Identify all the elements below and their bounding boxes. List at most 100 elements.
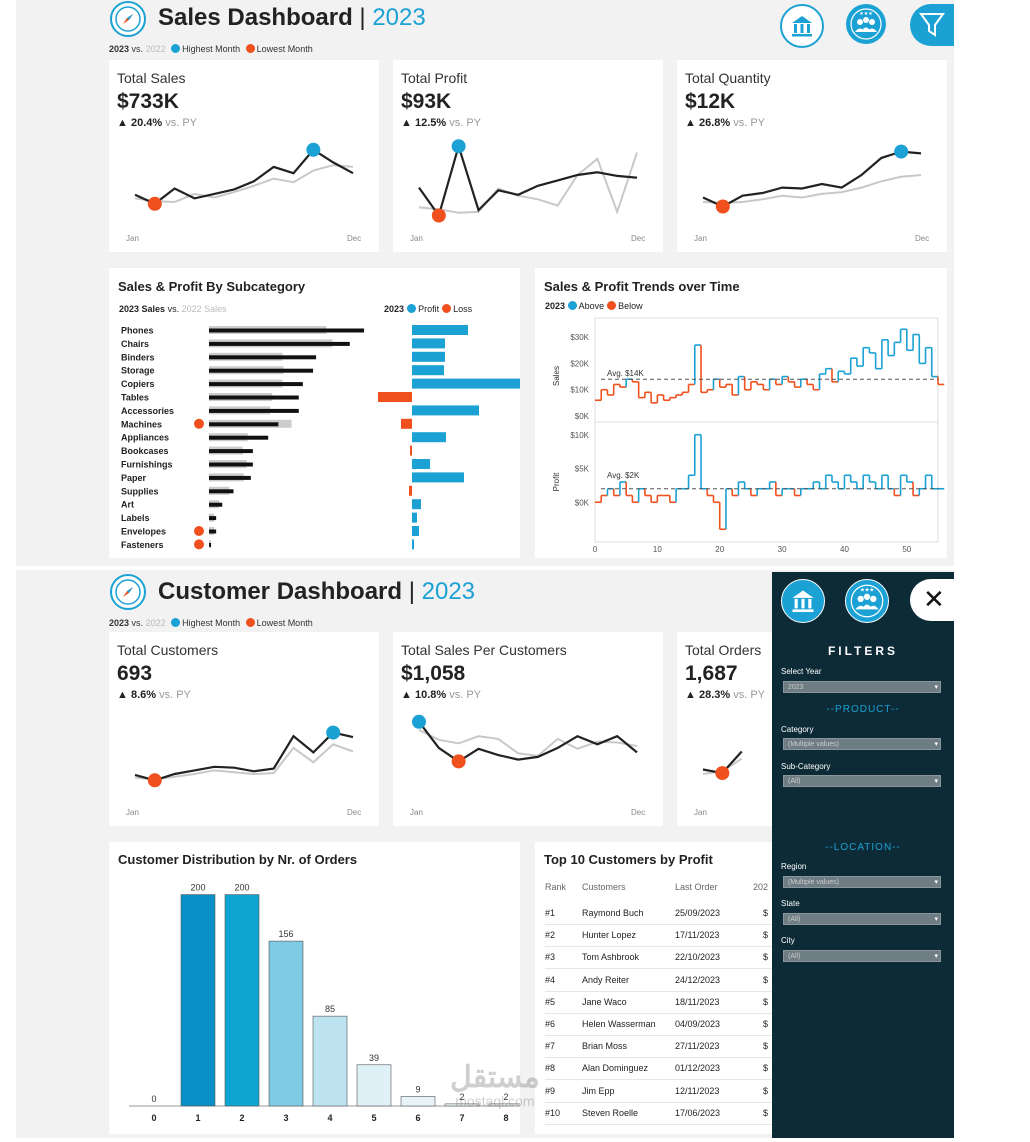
product-section-title: --PRODUCT-- — [826, 704, 900, 715]
axis-label-end: Dec — [915, 234, 930, 243]
customers-dashboard-button[interactable]: ★★★ — [846, 4, 886, 44]
kpi-card-total-customers: Total Customers 693 ▲ 8.6% vs. PY Jan De… — [109, 632, 379, 826]
lowest-month-dot — [245, 44, 255, 53]
axis-label-end: Dec — [631, 234, 646, 243]
subcategory-dropdown[interactable]: (All) ▾ — [783, 775, 941, 787]
close-filter-button[interactable]: ✕ — [910, 579, 954, 621]
bank-icon — [792, 590, 814, 613]
cell-rank: #7 — [545, 1041, 556, 1052]
table-row[interactable]: #1 Raymond Buch 25/09/2023 $ — [545, 902, 773, 925]
category-label: Fasteners — [121, 540, 164, 550]
dashboard-legend: 2023 vs. 2022 Highest Month Lowest Month — [109, 618, 313, 628]
filter-toggle-button[interactable] — [910, 4, 954, 46]
category-label: Labels — [121, 513, 150, 523]
prior-year-line — [418, 152, 638, 215]
data-label: 39 — [369, 1053, 379, 1063]
category-label: Chairs — [121, 339, 149, 349]
y-tick-label: $0K — [575, 412, 590, 421]
category-label: Envelopes — [121, 527, 166, 537]
table-row[interactable]: #2 Hunter Lopez 17/11/2023 $ — [545, 924, 773, 948]
highest-month-marker — [451, 139, 466, 154]
table-row[interactable]: #7 Brian Moss 27/11/2023 $ — [545, 1035, 773, 1059]
y-tick-label: $10K — [570, 431, 589, 440]
cell-extra: $ — [763, 952, 769, 963]
table-row[interactable]: #10 Steven Roelle 17/06/2023 $ — [545, 1102, 773, 1125]
x-tick-label: 0 — [593, 545, 598, 554]
table-row[interactable]: #6 Helen Wasserman 04/09/2023 $ — [545, 1013, 773, 1036]
bank-dashboard-button[interactable] — [780, 4, 824, 48]
cell-rank: #1 — [545, 908, 556, 918]
sparkline-sales-per-customer — [412, 714, 638, 769]
kpi-change: ▲ 28.3% vs. PY — [685, 689, 766, 701]
region-dropdown[interactable]: (Multiple values) ▾ — [783, 876, 941, 888]
axis-label-start: Jan — [126, 808, 139, 817]
profit-bar — [412, 365, 444, 376]
trends-chart: $30K $20K $10K $0K $10K $5K $0K Avg. $14K Avg. $… — [552, 317, 945, 554]
subcategory-legend-left: 2023 Sales vs. 2022 Sales — [119, 304, 227, 314]
bank-dashboard-button[interactable] — [781, 579, 825, 623]
cell-customer: Steven Roelle — [582, 1107, 639, 1118]
sales-dashboard-panel: Sales Dashboard | 2023 2023 vs. 2022 Hig… — [16, 0, 954, 566]
table-row[interactable]: #4 Andy Reiter 24/12/2023 $ — [545, 969, 773, 992]
lowest-month-marker — [431, 208, 446, 223]
kpi-card-sales-per-customer: Total Sales Per Customers $1,058 ▲ 10.8%… — [393, 632, 663, 826]
table-row[interactable]: #9 Jim Epp 12/11/2023 $ — [545, 1080, 773, 1103]
profit-bar — [412, 338, 445, 349]
bank-icon — [792, 16, 812, 37]
x-tick-label: 5 — [371, 1113, 376, 1123]
table-row[interactable]: #8 Alan Dominguez 01/12/2023 $ — [545, 1057, 773, 1081]
cell-customer: Alan Dominguez — [582, 1063, 649, 1074]
category-label: Supplies — [121, 486, 159, 496]
data-label: 2 — [503, 1092, 508, 1102]
category-label: Category — [781, 725, 814, 734]
current-year-sales-bar — [209, 489, 234, 494]
y-tick-label: $10K — [570, 386, 589, 395]
profit-bar — [410, 445, 412, 456]
x-tick-label: 40 — [840, 545, 849, 554]
category-label: Paper — [121, 473, 147, 483]
current-year-sales-bar — [209, 408, 299, 413]
customers-icon: ★★★ — [850, 8, 882, 40]
cell-last-order: 24/12/2023 — [675, 974, 721, 985]
subcategory-legend-right: 2023 Profit Loss — [384, 304, 473, 314]
filters-title: FILTERS — [827, 644, 899, 658]
axis-label-start: Jan — [694, 234, 707, 243]
customers-dashboard-button[interactable]: ★★★ — [845, 579, 889, 623]
table-row[interactable]: #5 Jane Waco 18/11/2023 $ — [545, 991, 773, 1014]
profit-bar — [412, 526, 419, 536]
axis-label-profit: Profit — [552, 472, 561, 491]
y-tick-label: $30K — [570, 333, 589, 342]
profit-bar — [412, 539, 414, 550]
highest-month-marker — [306, 142, 321, 157]
kpi-change: ▲ 12.5% vs. PY — [401, 117, 482, 129]
cell-rank: #3 — [545, 952, 556, 963]
trends-chart-card: Sales & Profit Trends over Time 2023 Abo… — [535, 268, 947, 558]
state-dropdown[interactable]: (All) ▾ — [783, 913, 941, 925]
profit-bar — [412, 351, 445, 362]
current-year-sales-bar — [209, 435, 269, 440]
cell-extra: $ — [763, 1107, 769, 1118]
distribution-chart: 0 0 200 1 200 2 156 3 85 4 39 5 9 6 2 7 2 8 — [129, 883, 520, 1123]
x-tick-label: 3 — [283, 1113, 288, 1123]
profit-bar — [378, 392, 412, 402]
cell-extra: $ — [763, 908, 769, 918]
table-row[interactable]: #3 Tom Ashbrook 22/10/2023 $ — [545, 946, 773, 970]
cell-last-order: 12/11/2023 — [675, 1085, 720, 1096]
cell-customer: Hunter Lopez — [582, 930, 637, 941]
close-icon: ✕ — [923, 584, 945, 614]
current-year-sales-bar — [209, 422, 279, 427]
city-dropdown[interactable]: (All) ▾ — [783, 950, 941, 962]
x-tick-label: 2 — [239, 1113, 244, 1123]
cell-customer: Tom Ashbrook — [582, 952, 640, 963]
average-label: Avg. $14K — [607, 369, 644, 378]
select-year-dropdown[interactable]: 2023 ▾ — [783, 681, 941, 693]
category-dropdown[interactable]: (Multiple values) ▾ — [783, 738, 941, 750]
kpi-title: Total Profit — [401, 70, 468, 86]
cell-last-order: 27/11/2023 — [675, 1041, 720, 1052]
kpi-title: Total Sales — [117, 70, 186, 86]
data-label: 200 — [190, 883, 205, 893]
kpi-card-total-quantity: Total Quantity $12K ▲ 26.8% vs. PY Jan D… — [677, 60, 947, 252]
cell-extra: $ — [763, 1019, 769, 1029]
cell-customer: Jane Waco — [582, 996, 627, 1007]
kpi-title: Total Quantity — [685, 70, 771, 86]
